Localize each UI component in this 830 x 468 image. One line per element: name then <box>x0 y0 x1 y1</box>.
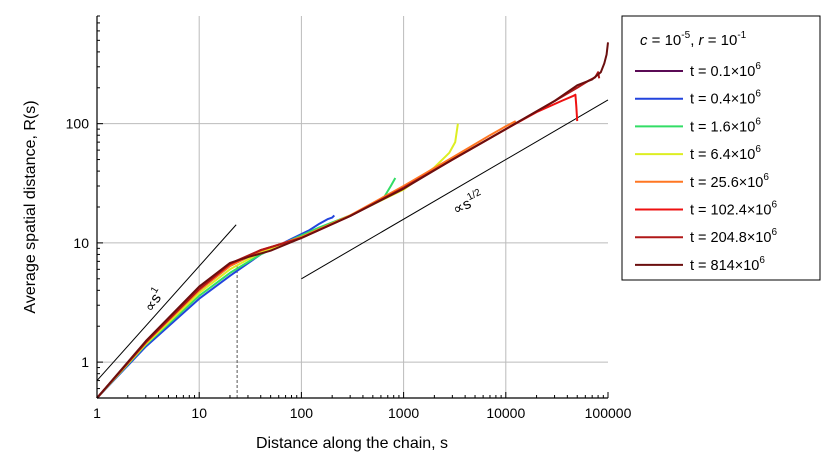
x-tick-label: 1000 <box>388 405 419 421</box>
series-line-4 <box>96 120 517 399</box>
legend-label-5: t = 102.4×106 <box>690 200 777 219</box>
x-tick-label: 100 <box>290 405 314 421</box>
legend-label-exponent: 6 <box>771 200 777 211</box>
legend-label-exponent: 6 <box>755 116 761 127</box>
legend-label-text: t = 1.6×10 <box>690 119 755 135</box>
legend-label-text: t = 102.4×10 <box>690 203 771 219</box>
legend-label-text: t = 814×10 <box>690 258 759 274</box>
y-axis-title: Average spatial distance, R(s) <box>22 100 39 313</box>
plot-area: 1 10 100 1000 10000 100000 1 10 100 <box>66 15 632 421</box>
legend-label-exponent: 6 <box>755 89 761 100</box>
legend-label-exponent: 6 <box>755 61 761 72</box>
legend-label-7: t = 814×106 <box>690 255 765 274</box>
axes <box>96 15 609 399</box>
legend-label-0: t = 0.1×106 <box>690 61 761 80</box>
x-tick-label: 10000 <box>486 405 525 421</box>
slope-half-label: ∝s1/2 <box>449 187 487 219</box>
legend-label-text: t = 204.8×10 <box>690 230 771 246</box>
legend-label-exponent: 6 <box>759 255 765 266</box>
legend-label-text: t = 0.4×10 <box>690 92 755 108</box>
y-tick-label: 100 <box>66 116 90 132</box>
legend-box <box>621 15 821 281</box>
legend-label-6: t = 204.8×106 <box>690 227 777 246</box>
slope-half-reference-line <box>301 99 609 280</box>
legend-label-text: t = 25.6×10 <box>690 175 763 191</box>
y-tick-label: 10 <box>73 235 89 251</box>
y-tick-label: 1 <box>81 354 89 370</box>
series-line-5 <box>96 93 579 399</box>
tick-labels: 1 10 100 1000 10000 100000 1 10 100 <box>66 116 632 421</box>
legend-label-exponent: 6 <box>755 144 761 155</box>
legend-label-exponent: 6 <box>771 227 777 238</box>
legend-title: c = 10-5, r = 10-1 <box>640 30 747 49</box>
slope-1-reference-line <box>96 224 237 381</box>
x-tick-label: 10 <box>191 405 207 421</box>
grid <box>97 16 608 398</box>
x-axis-title: Distance along the chain, s <box>256 435 448 452</box>
legend-label-4: t = 25.6×106 <box>690 172 769 191</box>
series-line-2 <box>96 177 397 399</box>
reference-lines <box>96 99 609 398</box>
legend-label-text: t = 0.1×10 <box>690 64 755 80</box>
slope-1-label: ∝s1 <box>139 285 168 316</box>
series-line-6 <box>96 71 601 399</box>
x-tick-label: 100000 <box>585 405 632 421</box>
legend-label-3: t = 6.4×106 <box>690 144 761 163</box>
legend-label-text: t = 6.4×10 <box>690 147 755 163</box>
series-line-7 <box>96 42 609 399</box>
series-lines <box>96 42 609 399</box>
legend-label-exponent: 6 <box>763 172 769 183</box>
legend-label-2: t = 1.6×106 <box>690 116 761 135</box>
legend-label-1: t = 0.4×106 <box>690 89 761 108</box>
x-tick-label: 1 <box>93 405 101 421</box>
